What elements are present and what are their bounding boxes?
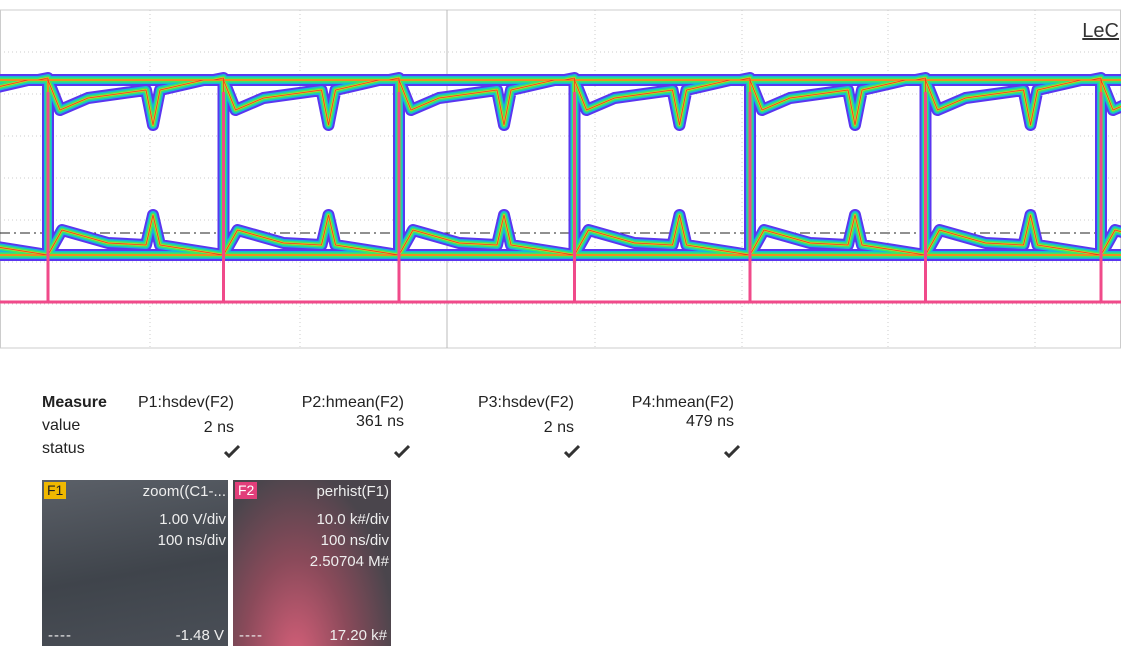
measure-value: 2 ns (414, 419, 574, 437)
trace-setting: 100 ns/div (158, 531, 226, 550)
trace-footer-left: ---- (239, 627, 263, 644)
trace-badge: F1 (44, 482, 66, 499)
column-header: P1:hsdev(F2) (74, 394, 234, 412)
column-header: P2:hmean(F2) (244, 394, 404, 412)
trace-footer-left: ---- (48, 627, 72, 644)
status-check (564, 444, 580, 458)
check-mark (565, 446, 579, 456)
trace-descriptor[interactable]: F2 perhist(F1) ---- 17.20 k# 10.0 k#/div… (233, 480, 391, 646)
check-mark (225, 446, 239, 456)
trace-name: perhist(F1) (316, 482, 389, 501)
logo: LeC (1082, 20, 1119, 43)
trace-setting: 1.00 V/div (159, 510, 226, 529)
trace-setting: 10.0 k#/div (316, 510, 389, 529)
trace-descriptor[interactable]: F1 zoom((C1-... ---- -1.48 V 1.00 V/div 1… (42, 480, 228, 646)
check-mark (395, 446, 409, 456)
measure-value: 2 ns (74, 419, 234, 437)
status-check (724, 444, 740, 458)
trace-name: zoom((C1-... (143, 482, 226, 501)
trace-footer-right: 17.20 k# (329, 627, 387, 644)
plot-frame (1, 10, 1121, 348)
trace-footer-right: -1.48 V (176, 627, 224, 644)
trace-setting: 100 ns/div (321, 531, 389, 550)
status-check (394, 444, 410, 458)
row-label: status (42, 440, 85, 458)
trace-setting: 2.50704 M# (310, 552, 389, 571)
measure-value: 479 ns (574, 413, 734, 431)
measure-value: 361 ns (244, 413, 404, 431)
page: LeC Measure P1:hsdev(F2)P2:hmean(F2)P3:h… (0, 0, 1121, 646)
check-mark (725, 446, 739, 456)
status-check (224, 444, 240, 458)
column-header: P3:hsdev(F2) (414, 394, 574, 412)
scope-display (0, 0, 1121, 360)
column-header: P4:hmean(F2) (574, 394, 734, 412)
trace-badge: F2 (235, 482, 257, 499)
